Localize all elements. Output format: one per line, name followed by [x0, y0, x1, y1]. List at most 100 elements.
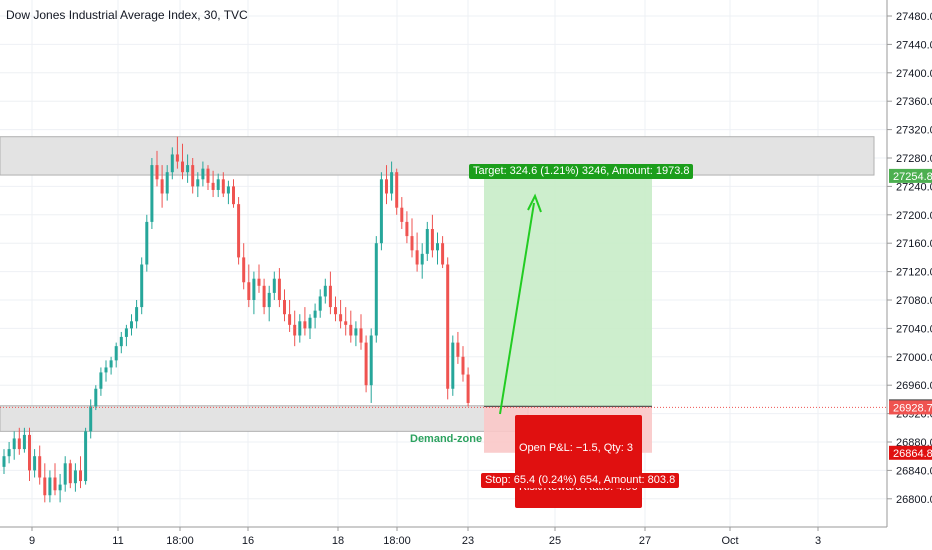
candle — [79, 456, 82, 489]
x-tick-label: 18:00 — [383, 535, 411, 547]
y-tick-label: 26840.0 — [896, 465, 932, 477]
candle-body — [456, 342, 460, 357]
candle — [318, 289, 322, 318]
candle-body — [385, 179, 388, 194]
candle-body — [344, 321, 348, 325]
candle — [323, 278, 327, 304]
candle-body — [68, 463, 72, 484]
candle-body — [379, 179, 383, 244]
candle-body — [430, 229, 434, 251]
candle-body — [446, 264, 450, 389]
candle-body — [155, 165, 159, 180]
candle — [28, 427, 31, 482]
candle — [308, 314, 312, 340]
candle — [124, 324, 128, 347]
candle — [344, 307, 348, 336]
candle — [175, 136, 179, 169]
candle-body — [186, 165, 190, 173]
candle — [237, 197, 241, 265]
candle-body — [369, 335, 373, 386]
candle — [303, 307, 307, 336]
time-axis: 9 11 18:00 16 18 18:00 23 25 27 Oct 3 — [0, 526, 887, 547]
candle-body — [298, 321, 302, 336]
candle — [135, 300, 139, 329]
candle — [155, 150, 159, 187]
candle-body — [242, 257, 246, 283]
y-tick-label: 27320.0 — [896, 125, 932, 137]
supply-zone — [0, 136, 875, 176]
x-tick-label: Oct — [721, 535, 738, 547]
y-tick-label: 27280.0 — [896, 153, 932, 165]
price-tag-bg — [889, 445, 932, 460]
candle-body — [441, 243, 445, 265]
candle — [63, 456, 67, 492]
candle — [441, 236, 445, 269]
candle — [339, 300, 343, 329]
candle-body — [124, 328, 128, 337]
candle-body — [114, 346, 118, 361]
candle-body — [38, 456, 42, 478]
price-tag-value: 27254.8 — [893, 171, 932, 183]
price-tag-bg — [889, 400, 932, 415]
projection-arrow-line — [499, 202, 535, 415]
candle-body — [2, 456, 6, 467]
candle-body — [43, 477, 47, 496]
candle-body — [206, 168, 210, 183]
open-pnl-label: Open P&L: −1.5, Qty: 3 Risk/Reward Ratio… — [515, 415, 642, 508]
candle — [451, 335, 455, 396]
demand-zone — [0, 405, 529, 432]
candle — [267, 285, 271, 322]
candle — [2, 449, 6, 474]
candle — [364, 335, 368, 393]
candle-body — [359, 328, 363, 343]
candle-body — [79, 470, 82, 482]
candle-body — [89, 406, 93, 432]
candle — [232, 179, 235, 208]
candle — [191, 158, 195, 194]
candle — [201, 161, 205, 187]
y-tick-label: 26800.0 — [896, 494, 932, 506]
candle — [328, 271, 332, 315]
candle-body — [191, 165, 195, 187]
candle-body — [237, 204, 241, 258]
candle — [94, 385, 98, 411]
y-tick-label: 26960.0 — [896, 380, 932, 392]
candle — [410, 218, 414, 258]
candle — [425, 221, 429, 261]
price-tag: 26928.7 — [889, 400, 932, 415]
y-tick-label: 27400.0 — [896, 68, 932, 80]
candle — [165, 165, 169, 201]
candle — [73, 463, 77, 492]
candle-body — [272, 278, 276, 293]
candle-body — [175, 154, 179, 162]
target-region — [484, 175, 652, 407]
demand-zone-label: Demand-zone — [410, 433, 483, 445]
candle — [379, 172, 383, 251]
candle — [114, 342, 118, 368]
candle — [334, 296, 337, 322]
candle — [430, 214, 434, 258]
candle — [415, 232, 419, 272]
candle — [405, 211, 409, 244]
projection-arrow-head — [527, 193, 542, 213]
candle — [109, 356, 113, 375]
candle-body — [53, 477, 57, 491]
candle — [206, 165, 210, 190]
candle-body — [252, 278, 256, 300]
candle-body — [94, 388, 98, 407]
candle — [140, 257, 144, 315]
candle — [461, 346, 465, 382]
candle — [288, 300, 292, 332]
candle-body — [63, 463, 67, 485]
candle-body — [73, 470, 77, 484]
price-tag-value: 26928.7 — [893, 402, 932, 414]
y-tick-label: 27000.0 — [896, 352, 932, 364]
candle — [349, 310, 353, 343]
candle — [33, 449, 37, 478]
candle — [436, 232, 439, 265]
price-tag: 27254.8 — [889, 168, 932, 183]
candle-body — [395, 172, 399, 208]
pnl-line-1: Open P&L: −1.5, Qty: 3 — [519, 442, 634, 454]
candle — [242, 243, 246, 290]
